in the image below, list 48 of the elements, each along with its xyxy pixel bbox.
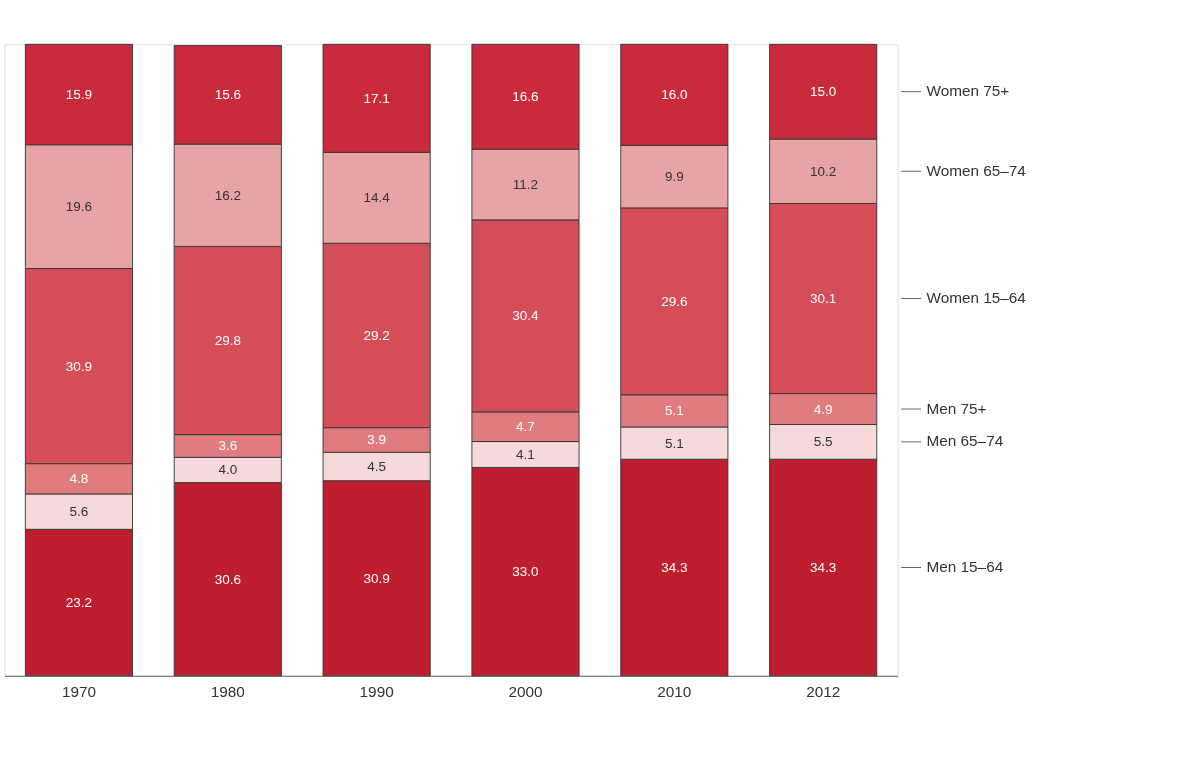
data-label: 5.1 <box>664 435 684 451</box>
x-tick-label: 1980 <box>210 683 245 701</box>
text: Men 15–64 <box>926 558 1004 576</box>
data-label: 3.9 <box>367 432 387 448</box>
data-label: 4.0 <box>218 462 238 478</box>
data-label: 5.6 <box>69 504 89 520</box>
data-label: 34.3 <box>810 560 837 576</box>
data-label: 4.7 <box>516 419 535 435</box>
x-tick-label: 2000 <box>508 683 543 701</box>
data-label: 30.9 <box>65 358 93 374</box>
data-label: 14.4 <box>363 190 391 206</box>
data-label: 23.2 <box>65 595 93 611</box>
data-label: 5.1 <box>664 403 684 419</box>
data-label: 5.5 <box>813 434 833 450</box>
text: Men 65–74 <box>926 432 1004 450</box>
data-label: 3.6 <box>218 438 238 454</box>
data-label: 4.1 <box>516 446 535 462</box>
data-label: 4.9 <box>813 401 833 417</box>
data-label: 34.3 <box>661 560 688 576</box>
data-label: 29.2 <box>363 327 390 343</box>
data-label: 30.1 <box>810 291 837 307</box>
text: Women 65–74 <box>926 161 1027 179</box>
x-tick-label: 2012 <box>806 683 841 701</box>
data-label: 15.6 <box>214 87 241 103</box>
data-label: 4.5 <box>367 458 387 474</box>
data-label: 11.2 <box>512 177 539 193</box>
data-label: 19.6 <box>65 199 93 215</box>
text: Women 75+ <box>926 82 1010 100</box>
data-label: 4.8 <box>69 471 89 487</box>
data-label: 30.9 <box>363 570 390 586</box>
data-label: 30.6 <box>214 571 241 587</box>
x-tick-label: 1990 <box>359 683 394 701</box>
data-label: 33.0 <box>512 564 539 580</box>
text: Women 15–64 <box>926 289 1027 307</box>
data-label: 29.8 <box>214 333 241 349</box>
x-tick-label: 1970 <box>61 683 96 701</box>
data-label: 17.1 <box>363 90 390 106</box>
x-tick-label: 2010 <box>657 683 692 701</box>
data-label: 30.4 <box>512 308 540 324</box>
data-label: 15.0 <box>810 84 837 100</box>
data-label: 16.6 <box>512 89 539 105</box>
data-label: 16.2 <box>214 187 241 203</box>
data-label: 16.0 <box>661 87 688 103</box>
text: Men 75+ <box>926 399 987 417</box>
data-label: 10.2 <box>810 163 837 179</box>
data-label: 29.6 <box>661 293 688 309</box>
data-label: 15.9 <box>65 87 93 103</box>
data-label: 9.9 <box>664 169 684 185</box>
